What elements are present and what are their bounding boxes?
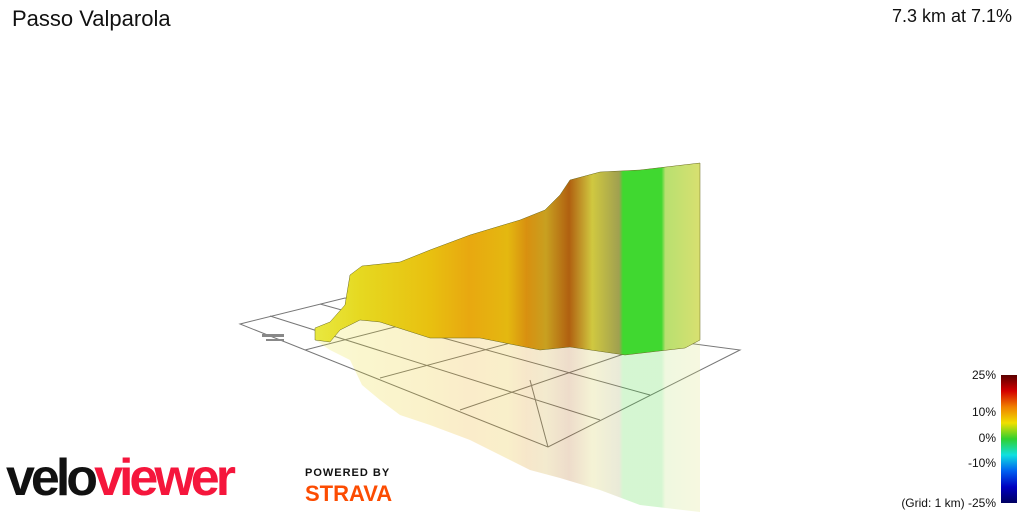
segment-stats: 7.3 km at 7.1% — [891, 6, 1012, 26]
legend-label-grid: (Grid: 1 km) -25% — [901, 496, 996, 510]
strava-logo[interactable]: STRAVA — [305, 481, 393, 506]
veloviewer-logo[interactable]: veloviewer — [6, 449, 236, 507]
segment-title: Passo Valparola — [12, 6, 171, 31]
powered-by-label: POWERED BY — [305, 467, 391, 479]
legend-label-10: 10% — [971, 405, 996, 419]
legend-label-0: 0% — [978, 431, 996, 445]
compass-north-marker — [262, 334, 284, 341]
logo-velo: velo — [6, 449, 98, 507]
profile-reflection — [315, 320, 700, 512]
logo-viewer: viewer — [94, 449, 236, 507]
legend-label-minus10: -10% — [967, 456, 996, 470]
profile-wall[interactable] — [314, 162, 701, 356]
gradient-color-scale — [1001, 375, 1017, 503]
legend-label-25: 25% — [971, 368, 996, 382]
